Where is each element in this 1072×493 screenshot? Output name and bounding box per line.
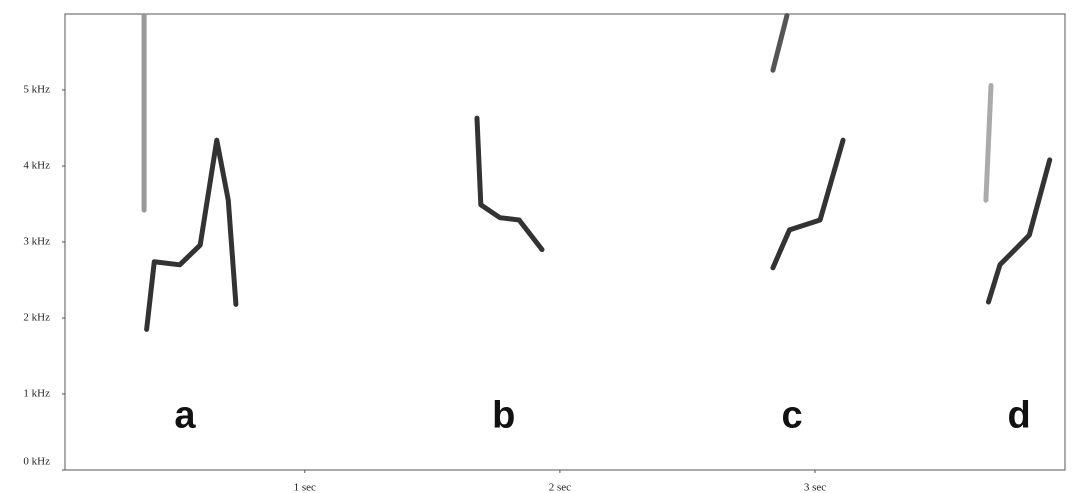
trace [474,115,545,253]
plot-frame [64,13,1066,471]
trace [144,137,239,332]
annotation: c [781,395,802,437]
y-tick-label: 3 kHz [23,236,50,248]
y-tick-label: 1 kHz [23,388,50,400]
trace [985,157,1053,305]
annotation: a [174,395,196,437]
y-tick-label: 2 kHz [23,312,50,324]
x-tick-label: 1 sec [294,482,316,493]
y-tick-label: 4 kHz [23,160,50,172]
annotation: b [492,395,515,437]
x-tick-label: 3 sec [804,482,826,493]
y-tick-label: 0 kHz [23,456,50,468]
trace [983,82,994,203]
y-tick-label: 5 kHz [23,84,50,96]
x-tick-label: 2 sec [549,482,571,493]
trace [770,137,846,271]
trace [770,13,790,73]
annotation: d [1007,395,1030,437]
